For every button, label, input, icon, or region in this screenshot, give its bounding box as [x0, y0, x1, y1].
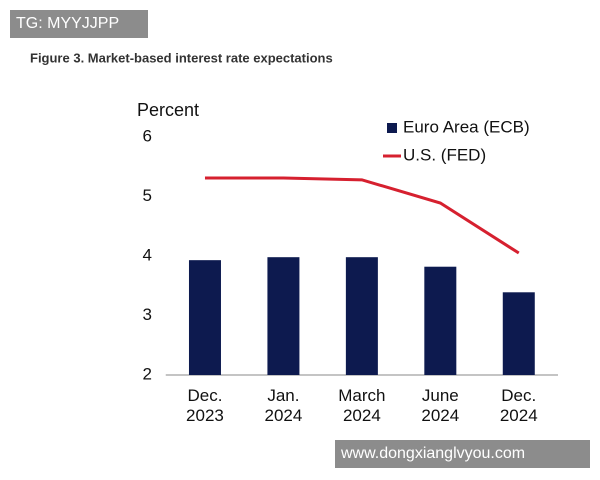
bar — [267, 257, 300, 375]
line — [204, 176, 520, 255]
x-tick-label: June 2024 — [421, 386, 460, 425]
bar — [502, 292, 535, 375]
legend-label: Euro Area (ECB) — [403, 117, 530, 136]
bar — [188, 260, 221, 375]
legend-swatch — [387, 123, 397, 133]
watermark: TG: MYYJJPP — [10, 10, 148, 38]
y-tick-label: 4 — [143, 245, 152, 264]
chart-title: Figure 3. Market-based interest rate exp… — [30, 50, 333, 65]
bar — [345, 257, 378, 375]
y-tick-label: 2 — [143, 364, 152, 383]
x-tick-label: Jan. 2024 — [264, 386, 303, 425]
y-tick-label: 5 — [143, 186, 152, 205]
y-tick-label: 6 — [143, 126, 152, 145]
x-tick-label: Dec. 2024 — [499, 386, 538, 425]
x-tick-label: March 2024 — [338, 386, 386, 425]
y-axis-label: Percent — [137, 100, 199, 120]
x-tick-label: Dec. 2023 — [186, 386, 224, 425]
watermark: www.dongxianglvyou.com — [335, 440, 590, 468]
bar — [424, 266, 457, 375]
legend-label: U.S. (FED) — [403, 145, 486, 164]
y-tick-label: 3 — [143, 305, 152, 324]
